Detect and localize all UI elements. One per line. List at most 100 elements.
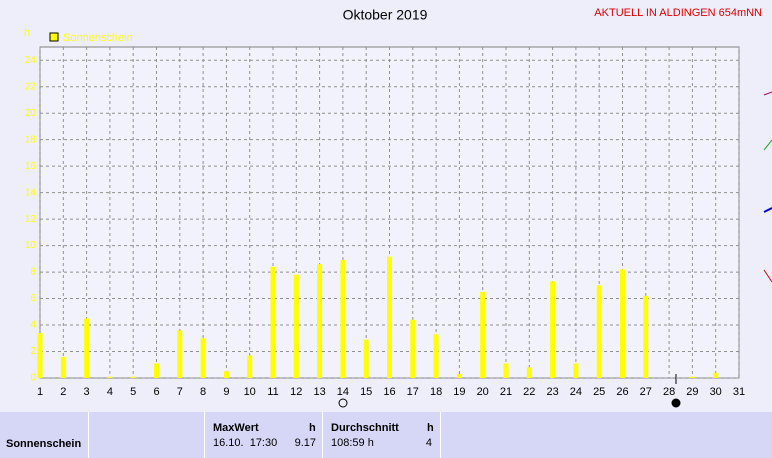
avg-value: 4	[425, 437, 432, 449]
x-tick-label: 11	[267, 386, 278, 398]
edge-line	[763, 207, 772, 213]
row-label: Sonnenschein	[6, 438, 82, 450]
max-cell: MaxWert h 16.10. 17:30 9.17	[205, 412, 323, 458]
x-tick-label: 3	[84, 386, 90, 398]
bar	[107, 376, 113, 378]
bar	[84, 318, 90, 378]
edge-line	[763, 269, 772, 283]
legend-label: Sonnenschein	[63, 32, 133, 44]
y-tick-label: 4	[30, 320, 36, 331]
bar	[526, 367, 532, 378]
empty-cell	[89, 412, 205, 458]
x-tick-label: 12	[290, 386, 302, 398]
max-time: 16.10. 17:30	[213, 437, 278, 449]
x-tick-label: 28	[663, 386, 675, 398]
x-tick-label: 25	[593, 386, 605, 398]
bar	[340, 260, 346, 378]
bar	[317, 264, 323, 378]
y-axis-label: h	[24, 27, 30, 39]
bar	[154, 363, 159, 378]
bar	[456, 374, 462, 378]
x-tick-label: 9	[223, 386, 229, 398]
x-tick-label: 29	[686, 386, 698, 398]
x-tick-label: 31	[733, 386, 745, 398]
bar	[247, 355, 253, 378]
bar	[177, 330, 183, 378]
station-label: AKTUELL IN ALDINGEN 654mNN	[594, 7, 762, 19]
bar	[689, 376, 695, 378]
y-tick-label: 10	[25, 240, 37, 251]
bar	[596, 285, 602, 378]
bar	[620, 269, 625, 378]
x-tick-label: 15	[360, 386, 372, 398]
x-tick-label: 26	[616, 386, 628, 398]
row-label-cell: Sonnenschein	[0, 412, 89, 458]
y-tick-label: 20	[25, 108, 37, 119]
bar	[573, 363, 579, 378]
bar	[387, 256, 392, 378]
bar	[713, 372, 719, 378]
x-tick-label: 24	[570, 386, 582, 398]
bar	[60, 356, 66, 378]
y-tick-label: 24	[25, 55, 37, 66]
x-tick-label: 16	[383, 386, 395, 398]
x-tick-label: 23	[546, 386, 558, 398]
bar	[270, 266, 276, 378]
x-tick-label: 4	[107, 386, 113, 398]
avg-total: 108:59 h	[331, 437, 374, 449]
bar	[37, 332, 43, 378]
x-tick-label: 13	[313, 386, 325, 398]
y-tick-label: 18	[25, 134, 37, 145]
x-tick-label: 8	[200, 386, 206, 398]
bar	[503, 363, 509, 378]
y-tick-label: 16	[25, 161, 37, 172]
y-tick-label: 0	[30, 373, 36, 384]
x-tick-label: 21	[500, 386, 512, 398]
y-tick-label: 12	[25, 214, 37, 225]
bar	[433, 334, 439, 378]
avg-cell: Durchschnitt h 108:59 h 4	[323, 412, 441, 458]
x-tick-label: 20	[477, 386, 489, 398]
y-tick-label: 2	[30, 346, 36, 357]
x-tick-label: 10	[244, 386, 256, 398]
x-tick-label: 22	[523, 386, 535, 398]
x-tick-label: 2	[60, 386, 66, 398]
x-tick-label: 30	[710, 386, 722, 398]
x-tick-label: 6	[153, 386, 159, 398]
x-tick-label: 5	[130, 386, 136, 398]
x-tick-label: 1	[37, 386, 43, 398]
edge-line	[763, 91, 772, 96]
y-tick-label: 22	[25, 81, 37, 92]
y-tick-label: 8	[30, 267, 36, 278]
bar	[363, 339, 369, 378]
bar	[643, 295, 649, 378]
avg-header: Durchschnitt	[331, 422, 399, 434]
moon-new	[671, 398, 681, 408]
bar	[410, 319, 416, 378]
x-tick-label: 27	[640, 386, 652, 398]
chart-title: Oktober 2019	[343, 7, 428, 23]
y-tick-label: 14	[25, 187, 37, 198]
bar	[550, 281, 556, 378]
bar	[293, 274, 299, 378]
x-tick-label: 18	[430, 386, 442, 398]
max-unit: h	[309, 422, 316, 434]
edge-line	[763, 139, 772, 151]
summary-table: Sonnenschein MaxWert h 16.10. 17:30 9.17…	[0, 412, 772, 458]
moon-full	[338, 398, 348, 408]
x-tick-label: 17	[407, 386, 419, 398]
bar	[200, 338, 206, 378]
bar	[223, 371, 229, 378]
bar	[480, 291, 486, 378]
bar	[130, 376, 136, 378]
max-header: MaxWert	[213, 422, 259, 434]
y-tick-label: 6	[30, 293, 36, 304]
x-tick-label: 7	[177, 386, 183, 398]
legend-swatch	[49, 32, 59, 42]
max-value: 9.17	[294, 437, 316, 449]
avg-unit: h	[427, 422, 434, 434]
x-tick-label: 19	[453, 386, 465, 398]
chart: Oktober 2019 AKTUELL IN ALDINGEN 654mNN …	[24, 7, 772, 408]
x-tick-label: 14	[337, 386, 349, 398]
